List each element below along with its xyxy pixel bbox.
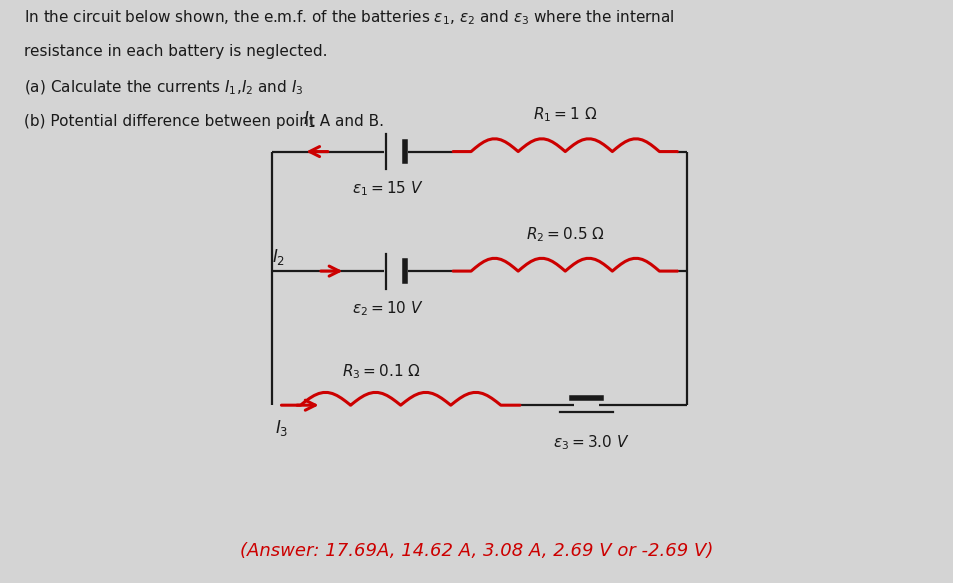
Text: $R_1 = 1\ \Omega$: $R_1 = 1\ \Omega$: [533, 106, 597, 124]
Text: $I_3$: $I_3$: [274, 418, 288, 438]
Text: $R_2 = 0.5\ \Omega$: $R_2 = 0.5\ \Omega$: [525, 225, 604, 244]
Text: (Answer: 17.69A, 14.62 A, 3.08 A, 2.69 V or -2.69 V): (Answer: 17.69A, 14.62 A, 3.08 A, 2.69 V…: [240, 542, 713, 560]
Text: In the circuit below shown, the e.m.f. of the batteries $\varepsilon_1$, $\varep: In the circuit below shown, the e.m.f. o…: [24, 9, 674, 27]
Text: $\varepsilon_3 = 3.0\ V$: $\varepsilon_3 = 3.0\ V$: [553, 433, 629, 452]
Text: $R_3 = 0.1\ \Omega$: $R_3 = 0.1\ \Omega$: [342, 362, 420, 381]
Text: resistance in each battery is neglected.: resistance in each battery is neglected.: [24, 44, 327, 59]
Text: $I_1$: $I_1$: [303, 108, 316, 129]
Text: (b) Potential difference between point A and B.: (b) Potential difference between point A…: [24, 114, 383, 129]
Text: (a) Calculate the currents $I_1$,$I_2$ and $I_3$: (a) Calculate the currents $I_1$,$I_2$ a…: [24, 79, 303, 97]
Text: $\varepsilon_1 = 15\ V$: $\varepsilon_1 = 15\ V$: [352, 180, 424, 198]
Text: $I_2$: $I_2$: [272, 247, 285, 268]
Text: $\varepsilon_2 = 10\ V$: $\varepsilon_2 = 10\ V$: [352, 299, 424, 318]
